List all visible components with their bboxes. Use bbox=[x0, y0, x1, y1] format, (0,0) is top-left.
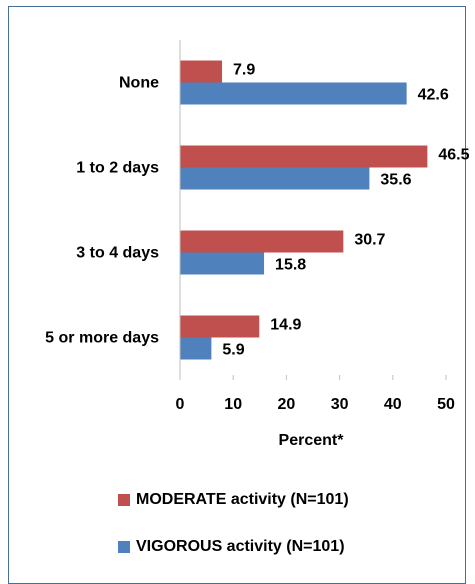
legend-item-vigorous: VIGOROUS activity (N=101) bbox=[118, 536, 349, 558]
x-axis-title: Percent* bbox=[279, 432, 345, 449]
x-tick-labels: 0 10 20 30 40 50 bbox=[176, 396, 455, 413]
x-ticks bbox=[179, 375, 447, 380]
x-tick-label: 0 bbox=[176, 396, 185, 413]
category-label: 3 to 4 days bbox=[76, 245, 159, 262]
legend-swatch-moderate bbox=[118, 494, 130, 506]
data-labels: 7.9 42.6 46.5 35.6 30.7 15.8 14.9 5.9 bbox=[222, 62, 469, 359]
bar-vigorous bbox=[180, 82, 407, 105]
legend-swatch-vigorous bbox=[118, 541, 130, 553]
bar-vigorous bbox=[180, 167, 370, 190]
data-label: 5.9 bbox=[222, 342, 244, 359]
legend-item-moderate: MODERATE activity (N=101) bbox=[118, 489, 349, 511]
bar-moderate bbox=[180, 60, 223, 83]
x-tick-label: 10 bbox=[224, 396, 242, 413]
bar-moderate bbox=[180, 315, 260, 338]
x-tick-label: 20 bbox=[278, 396, 296, 413]
bar-vigorous bbox=[180, 337, 212, 360]
bar-moderate bbox=[180, 145, 428, 168]
legend: MODERATE activity (N=101) VIGOROUS activ… bbox=[118, 489, 349, 583]
x-tick-label: 40 bbox=[384, 396, 402, 413]
legend-label-vigorous: VIGOROUS activity (N=101) bbox=[136, 538, 345, 555]
x-tick-label: 30 bbox=[331, 396, 349, 413]
category-label: 5 or more days bbox=[45, 330, 159, 347]
category-label: 1 to 2 days bbox=[76, 160, 159, 177]
legend-label-moderate: MODERATE activity (N=101) bbox=[136, 491, 349, 508]
category-labels: None 1 to 2 days 3 to 4 days 5 or more days bbox=[45, 75, 159, 347]
data-label: 30.7 bbox=[354, 232, 385, 249]
data-label: 14.9 bbox=[270, 317, 301, 334]
category-label: None bbox=[119, 75, 159, 92]
bar-moderate bbox=[180, 230, 344, 253]
x-tick-label: 50 bbox=[437, 396, 455, 413]
data-label: 15.8 bbox=[275, 257, 306, 274]
data-label: 35.6 bbox=[380, 172, 411, 189]
bars bbox=[180, 60, 428, 360]
bar-vigorous bbox=[180, 252, 265, 275]
data-label: 46.5 bbox=[438, 147, 469, 164]
data-label: 42.6 bbox=[418, 87, 449, 104]
data-label: 7.9 bbox=[233, 62, 255, 79]
